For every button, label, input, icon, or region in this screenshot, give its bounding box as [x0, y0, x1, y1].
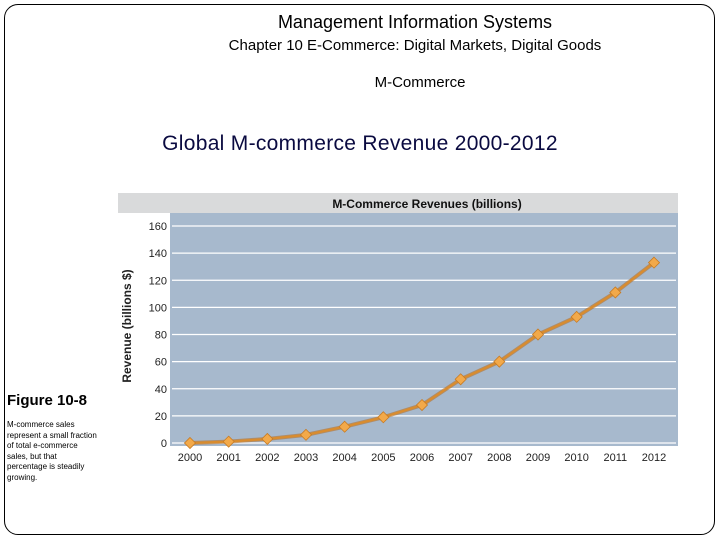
- x-tick-label: 2012: [642, 452, 666, 464]
- data-point-2003: [299, 428, 313, 441]
- data-point-2005: [377, 411, 390, 424]
- x-tick-labels: 2000 2001 2002 2003 2004 2005 2006 2007 2008 2009…: [178, 452, 666, 464]
- chart-heading: Global M-commerce Revenue 2000-2012: [162, 132, 558, 155]
- y-tick-label: 20: [155, 411, 167, 423]
- y-tick-label: 0: [161, 438, 167, 450]
- x-tick-label: 2002: [255, 452, 279, 464]
- data-point-2000: [183, 436, 197, 450]
- gridlines: [172, 225, 676, 444]
- data-point-2008: [493, 355, 506, 368]
- x-tick-label: 2004: [332, 452, 356, 464]
- x-tick-label: 2005: [371, 452, 395, 464]
- x-tick-label: 2003: [294, 452, 318, 464]
- y-tick-label: 140: [149, 248, 167, 260]
- x-tick-label: 2010: [564, 452, 588, 464]
- data-point-2012: [647, 256, 661, 269]
- data-point-2011: [609, 286, 622, 299]
- x-tick-label: 2011: [604, 452, 628, 464]
- section-title: M-Commerce: [374, 74, 466, 91]
- slide-title: Management Information Systems: [277, 12, 553, 32]
- slide-frame: [4, 4, 715, 535]
- x-tick-label: 2006: [410, 452, 434, 464]
- chart-panel: [118, 213, 170, 461]
- chart-title: M-Commerce Revenues (billions): [332, 197, 521, 211]
- chapter-subtitle: Chapter 10 E-Commerce: Digital Markets, …: [228, 37, 602, 54]
- y-tick-label: 160: [149, 221, 167, 233]
- x-tick-label: 2001: [216, 452, 240, 464]
- x-tick-label: 2000: [178, 452, 202, 464]
- y-tick-labels: 0 20 40 60 80 100 120 140 160: [149, 221, 167, 450]
- data-point-2002: [261, 432, 274, 445]
- y-tick-label: 60: [155, 357, 167, 369]
- data-point-2007: [454, 373, 467, 386]
- data-markers: [183, 256, 661, 450]
- chart-title-band: [118, 193, 678, 213]
- data-point-2010: [570, 310, 583, 323]
- x-tick-label: 2007: [448, 452, 472, 464]
- y-tick-label: 80: [155, 330, 167, 342]
- figure-caption: M-commerce sales represent a small fract…: [7, 420, 97, 482]
- plot-area: [170, 213, 678, 446]
- data-point-2009: [531, 328, 545, 341]
- y-tick-label: 100: [149, 302, 167, 314]
- y-axis-label: Revenue (billions $): [120, 269, 134, 382]
- figure-label: Figure 10-8: [7, 392, 88, 409]
- x-tick-label: 2009: [526, 452, 550, 464]
- y-tick-label: 120: [149, 275, 167, 287]
- data-point-2006: [415, 398, 429, 412]
- y-tick-label: 40: [155, 384, 167, 396]
- data-point-2004: [338, 420, 351, 433]
- data-point-2001: [222, 435, 235, 448]
- x-tick-label: 2008: [487, 452, 511, 464]
